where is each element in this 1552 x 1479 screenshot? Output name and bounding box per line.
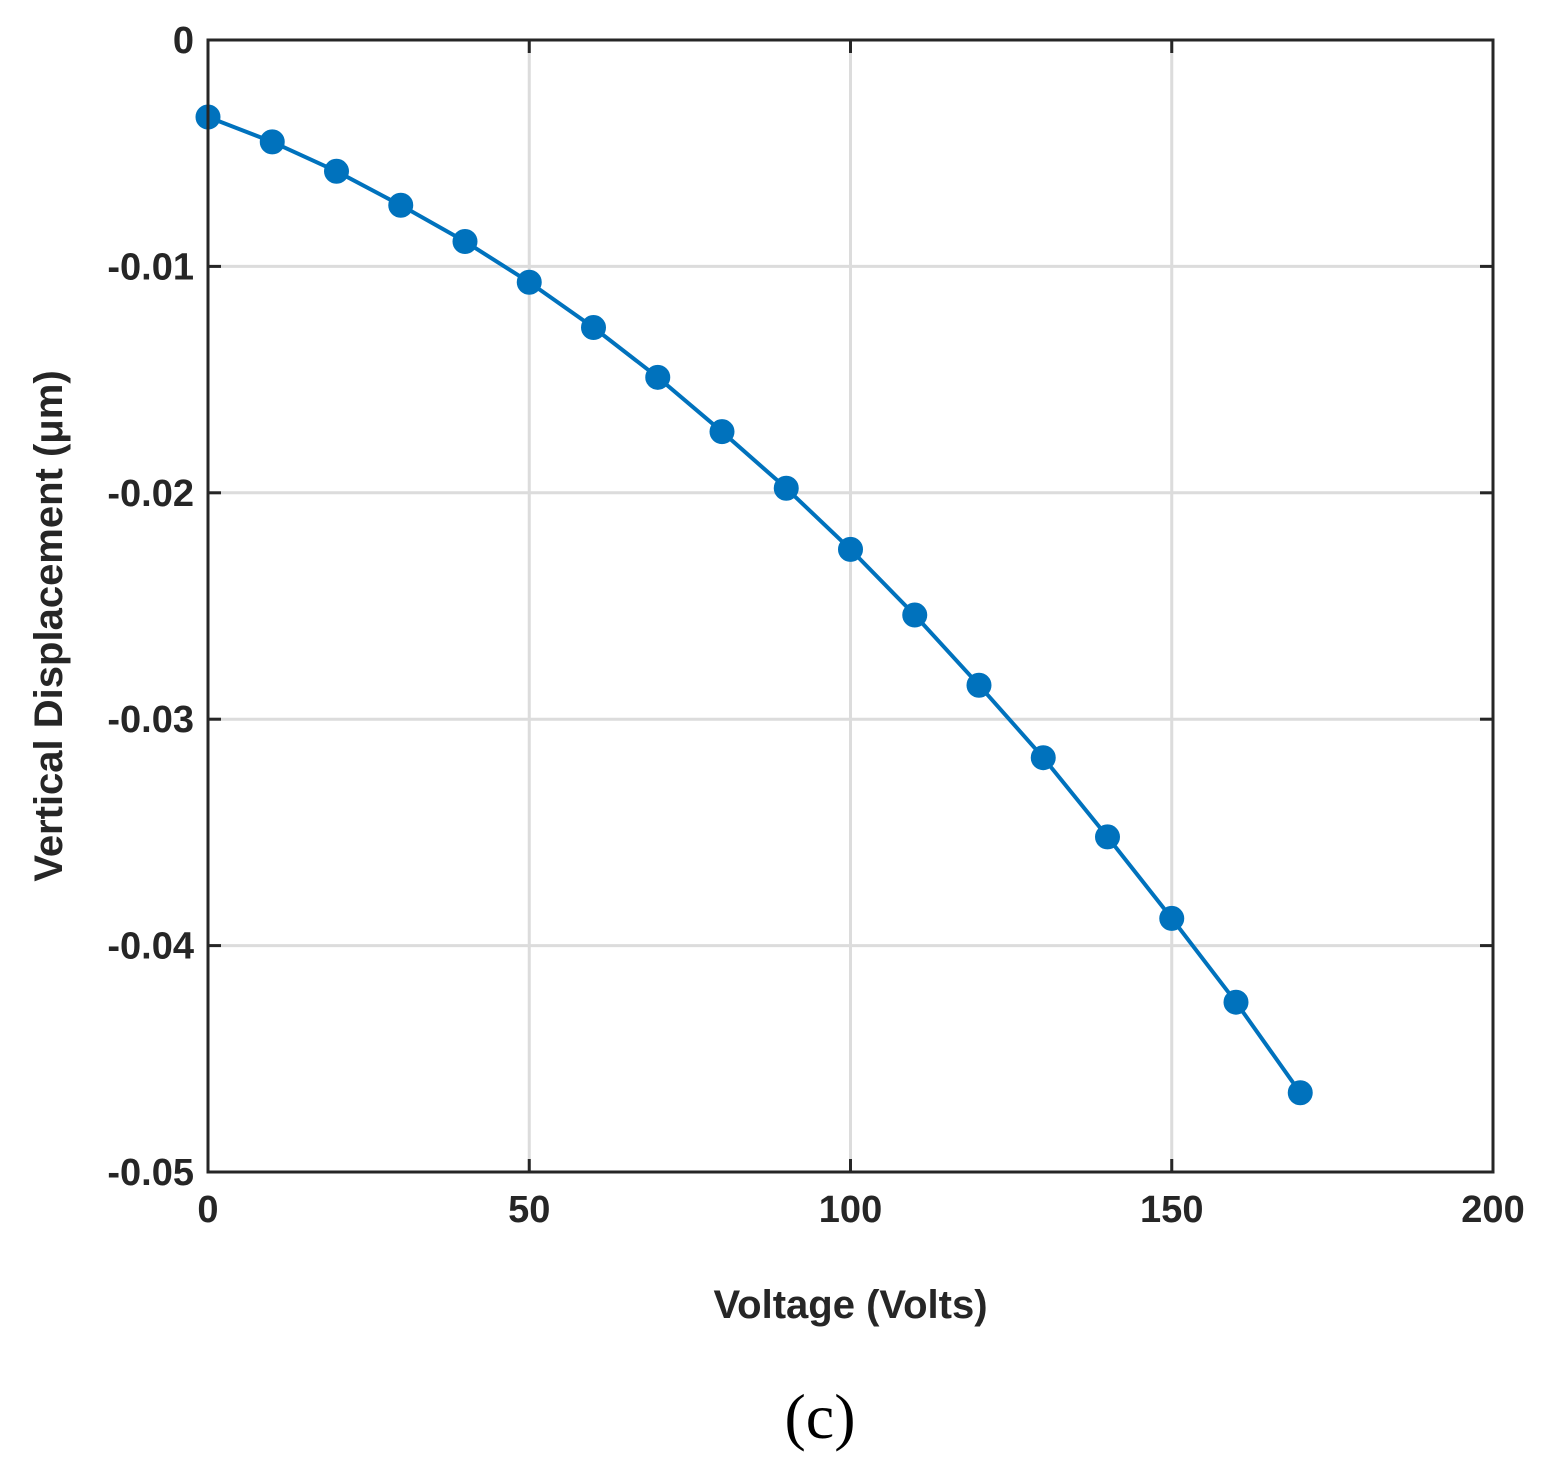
y-axis-title: Vertical Displacement (μm) — [27, 370, 71, 881]
data-point — [645, 364, 671, 390]
data-point — [902, 602, 928, 628]
data-point — [1287, 1080, 1313, 1106]
data-point — [516, 269, 542, 295]
data-point — [388, 192, 414, 218]
data-point — [452, 228, 478, 254]
y-tick-label: -0.05 — [107, 1152, 194, 1194]
data-point — [838, 536, 863, 562]
data-point — [709, 419, 735, 445]
y-tick-label: -0.04 — [107, 926, 194, 968]
y-tick-labels: 0 -0.01 -0.02 -0.03 -0.04 -0.05 — [107, 20, 194, 1194]
x-tick-label: 200 — [1461, 1189, 1524, 1231]
x-tick-label: 100 — [819, 1189, 882, 1231]
data-point — [966, 672, 992, 698]
data-point — [259, 129, 285, 155]
y-tick-label: -0.01 — [107, 246, 194, 288]
plot-frame — [206, 38, 1495, 1174]
y-tick-label: -0.03 — [107, 699, 194, 741]
data-point — [1159, 905, 1185, 931]
panel-label: (c) — [784, 1381, 856, 1452]
x-tick-label: 150 — [1140, 1189, 1203, 1231]
x-tick-labels: 0 50 100 150 200 — [197, 1189, 1524, 1231]
data-point — [581, 315, 606, 341]
data-point — [773, 475, 799, 501]
x-tick-label: 50 — [508, 1189, 550, 1231]
data-point — [324, 158, 349, 184]
x-axis-title: Voltage (Volts) — [713, 1283, 987, 1327]
x-tick-label: 0 — [197, 1189, 218, 1231]
data-point — [1223, 989, 1249, 1015]
data-series — [195, 104, 1313, 1106]
data-point — [1030, 745, 1056, 771]
y-tick-label: -0.02 — [107, 473, 194, 515]
y-tick-label: 0 — [173, 20, 194, 62]
data-point — [1095, 824, 1120, 850]
